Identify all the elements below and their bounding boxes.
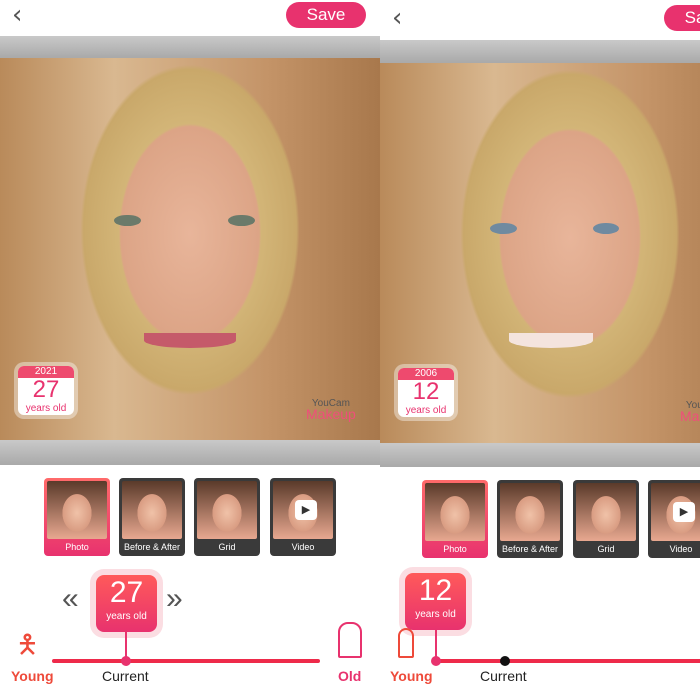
mode-before-after[interactable]: Before & After bbox=[119, 478, 185, 556]
current-age-marker bbox=[500, 656, 510, 666]
play-icon: ▶ bbox=[673, 502, 695, 522]
save-button[interactable]: Save bbox=[286, 2, 366, 28]
photo-band-bottom bbox=[0, 440, 380, 465]
old-person-icon bbox=[338, 622, 362, 658]
photo-band-bottom bbox=[380, 443, 700, 467]
current-label: Current bbox=[480, 668, 527, 684]
photo-band-top bbox=[0, 36, 380, 58]
young-label: Young bbox=[11, 668, 54, 684]
mode-grid[interactable]: Grid bbox=[573, 480, 639, 558]
young-label: Young bbox=[390, 668, 433, 684]
photo-band-top bbox=[380, 40, 700, 63]
back-chevron-icon[interactable]: ‹ bbox=[392, 3, 403, 33]
calendar-unit: years old bbox=[25, 403, 67, 414]
age-calendar-badge: 2006 12 years old bbox=[394, 364, 458, 421]
age-slider-track[interactable] bbox=[52, 659, 320, 663]
play-icon: ▶ bbox=[295, 500, 317, 520]
back-chevron-icon[interactable]: ‹ bbox=[12, 0, 23, 30]
calendar-age: 27 bbox=[32, 376, 60, 403]
double-chevron-left-icon[interactable]: « bbox=[62, 582, 79, 615]
age-slider-track[interactable] bbox=[437, 659, 700, 663]
current-label: Current bbox=[102, 668, 149, 684]
mode-video[interactable]: ▶ Video bbox=[270, 478, 336, 556]
face-photo bbox=[380, 63, 700, 443]
calendar-year: 2021 bbox=[18, 366, 74, 378]
mode-video[interactable]: ▶ Video bbox=[648, 480, 700, 558]
save-button[interactable]: Save bbox=[664, 5, 700, 31]
young-person-icon bbox=[398, 628, 414, 658]
age-slider-handle[interactable] bbox=[121, 656, 131, 666]
mode-before-after[interactable]: Before & After bbox=[497, 480, 563, 558]
age-bubble: 12 years old bbox=[405, 573, 466, 630]
double-chevron-right-icon[interactable]: » bbox=[166, 582, 183, 615]
age-calendar-badge: 2021 27 years old bbox=[14, 362, 78, 419]
mode-photo[interactable]: Photo bbox=[422, 480, 488, 558]
old-label: Old bbox=[338, 668, 362, 684]
mode-photo[interactable]: Photo bbox=[44, 478, 110, 556]
mode-grid[interactable]: Grid bbox=[194, 478, 260, 556]
age-slider-handle[interactable] bbox=[431, 656, 441, 666]
age-bubble: 27 years old bbox=[96, 575, 157, 632]
panel-current-age: ‹ Save 2021 27 years old YouCam Makeup Ph… bbox=[0, 0, 380, 684]
young-person-icon: 🯅 bbox=[16, 629, 39, 659]
